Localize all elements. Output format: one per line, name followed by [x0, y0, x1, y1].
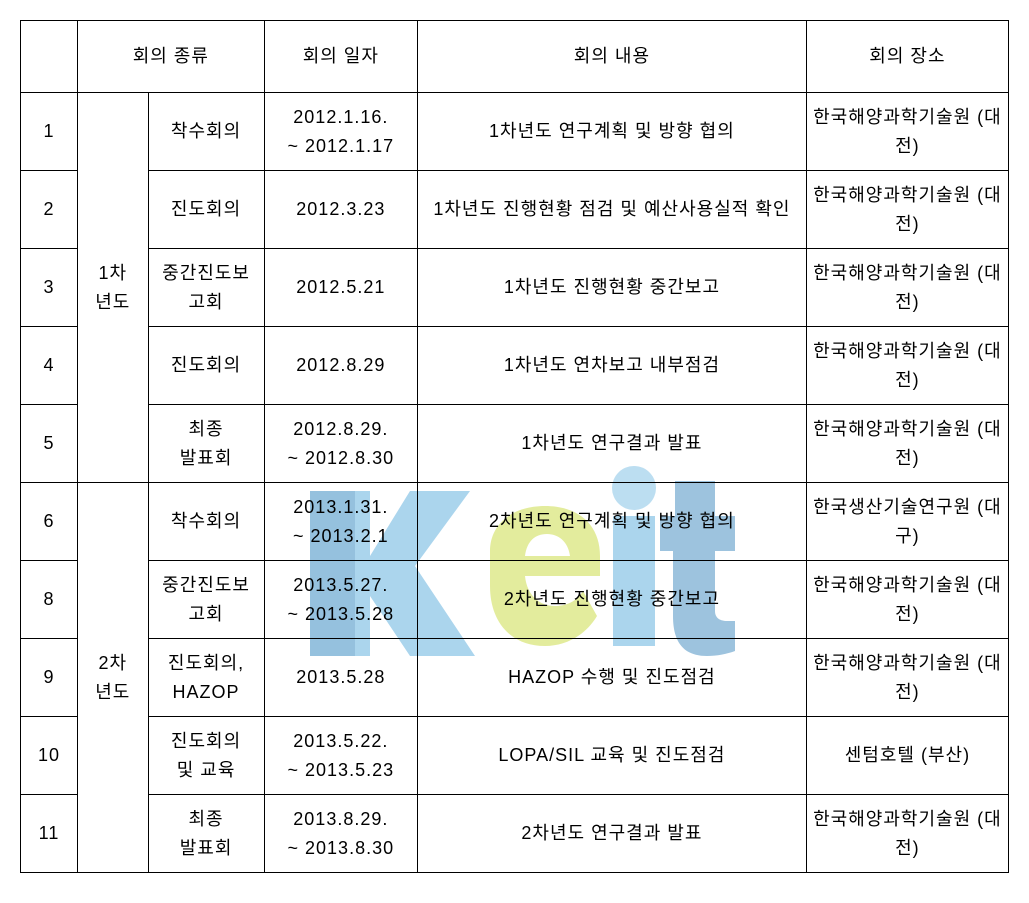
header-date: 회의 일자	[264, 21, 417, 93]
cell-year-group: 2차년도	[78, 483, 148, 873]
header-content: 회의 내용	[418, 21, 807, 93]
cell-content: 1차년도 연구결과 발표	[418, 405, 807, 483]
cell-content: 1차년도 진행현황 점검 및 예산사용실적 확인	[418, 171, 807, 249]
cell-type: 최종발표회	[148, 795, 264, 873]
cell-type: 중간진도보고회	[148, 249, 264, 327]
cell-type: 중간진도보고회	[148, 561, 264, 639]
table-container: 회의 종류 회의 일자 회의 내용 회의 장소 1 1차년도 착수회의 2012…	[20, 20, 1009, 873]
table-row: 5 최종발표회 2012.8.29.~ 2012.8.30 1차년도 연구결과 …	[21, 405, 1009, 483]
header-location: 회의 장소	[806, 21, 1008, 93]
cell-location: 한국해양과학기술원 (대전)	[806, 795, 1008, 873]
table-row: 9 진도회의,HAZOP 2013.5.28 HAZOP 수행 및 진도점검 한…	[21, 639, 1009, 717]
cell-num: 6	[21, 483, 78, 561]
cell-year-group: 1차년도	[78, 93, 148, 483]
cell-num: 9	[21, 639, 78, 717]
cell-content: LOPA/SIL 교육 및 진도점검	[418, 717, 807, 795]
cell-date: 2012.5.21	[264, 249, 417, 327]
cell-content: 2차년도 연구계획 및 방향 협의	[418, 483, 807, 561]
table-row: 1 1차년도 착수회의 2012.1.16.~ 2012.1.17 1차년도 연…	[21, 93, 1009, 171]
cell-date: 2013.8.29.~ 2013.8.30	[264, 795, 417, 873]
cell-type: 착수회의	[148, 483, 264, 561]
cell-content: HAZOP 수행 및 진도점검	[418, 639, 807, 717]
cell-num: 2	[21, 171, 78, 249]
cell-location: 한국생산기술연구원 (대구)	[806, 483, 1008, 561]
cell-date: 2013.5.22.~ 2013.5.23	[264, 717, 417, 795]
cell-type: 진도회의,HAZOP	[148, 639, 264, 717]
cell-type: 진도회의및 교육	[148, 717, 264, 795]
cell-location: 센텀호텔 (부산)	[806, 717, 1008, 795]
header-type: 회의 종류	[78, 21, 265, 93]
cell-type: 최종발표회	[148, 405, 264, 483]
cell-date: 2012.8.29	[264, 327, 417, 405]
cell-type: 진도회의	[148, 327, 264, 405]
header-num	[21, 21, 78, 93]
cell-location: 한국해양과학기술원 (대전)	[806, 639, 1008, 717]
cell-content: 2차년도 연구결과 발표	[418, 795, 807, 873]
table-row: 2 진도회의 2012.3.23 1차년도 진행현황 점검 및 예산사용실적 확…	[21, 171, 1009, 249]
cell-content: 1차년도 연차보고 내부점검	[418, 327, 807, 405]
cell-location: 한국해양과학기술원 (대전)	[806, 405, 1008, 483]
cell-type: 착수회의	[148, 93, 264, 171]
cell-num: 4	[21, 327, 78, 405]
cell-date: 2012.8.29.~ 2012.8.30	[264, 405, 417, 483]
cell-content: 1차년도 진행현황 중간보고	[418, 249, 807, 327]
cell-date: 2013.5.27.~ 2013.5.28	[264, 561, 417, 639]
cell-num: 5	[21, 405, 78, 483]
header-row: 회의 종류 회의 일자 회의 내용 회의 장소	[21, 21, 1009, 93]
cell-location: 한국해양과학기술원 (대전)	[806, 93, 1008, 171]
cell-date: 2013.1.31.~ 2013.2.1	[264, 483, 417, 561]
table-row: 6 2차년도 착수회의 2013.1.31.~ 2013.2.1 2차년도 연구…	[21, 483, 1009, 561]
table-row: 4 진도회의 2012.8.29 1차년도 연차보고 내부점검 한국해양과학기술…	[21, 327, 1009, 405]
cell-num: 3	[21, 249, 78, 327]
cell-num: 1	[21, 93, 78, 171]
cell-num: 8	[21, 561, 78, 639]
cell-date: 2012.1.16.~ 2012.1.17	[264, 93, 417, 171]
table-row: 8 중간진도보고회 2013.5.27.~ 2013.5.28 2차년도 진행현…	[21, 561, 1009, 639]
cell-content: 1차년도 연구계획 및 방향 협의	[418, 93, 807, 171]
table-row: 3 중간진도보고회 2012.5.21 1차년도 진행현황 중간보고 한국해양과…	[21, 249, 1009, 327]
cell-location: 한국해양과학기술원 (대전)	[806, 171, 1008, 249]
cell-num: 10	[21, 717, 78, 795]
cell-location: 한국해양과학기술원 (대전)	[806, 249, 1008, 327]
cell-location: 한국해양과학기술원 (대전)	[806, 327, 1008, 405]
cell-date: 2013.5.28	[264, 639, 417, 717]
cell-date: 2012.3.23	[264, 171, 417, 249]
table-row: 11 최종발표회 2013.8.29.~ 2013.8.30 2차년도 연구결과…	[21, 795, 1009, 873]
cell-type: 진도회의	[148, 171, 264, 249]
cell-location: 한국해양과학기술원 (대전)	[806, 561, 1008, 639]
table-row: 10 진도회의및 교육 2013.5.22.~ 2013.5.23 LOPA/S…	[21, 717, 1009, 795]
cell-num: 11	[21, 795, 78, 873]
meeting-table: 회의 종류 회의 일자 회의 내용 회의 장소 1 1차년도 착수회의 2012…	[20, 20, 1009, 873]
cell-content: 2차년도 진행현황 중간보고	[418, 561, 807, 639]
